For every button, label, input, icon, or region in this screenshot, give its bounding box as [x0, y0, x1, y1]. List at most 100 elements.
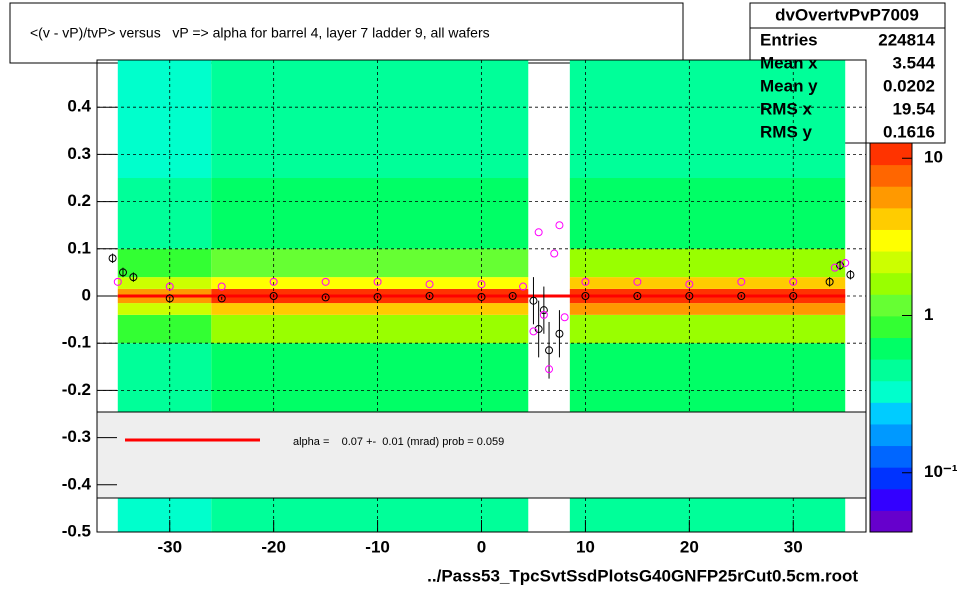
y-tick-label: 0.3: [67, 144, 91, 163]
profile-marker: [789, 277, 798, 286]
colorbar-swatch: [870, 229, 912, 252]
profile-marker: [555, 329, 564, 338]
x-tick-label: 20: [680, 537, 699, 556]
profile-marker: [545, 346, 554, 355]
profile-marker: [118, 268, 127, 277]
colorbar-swatch: [870, 423, 912, 447]
profile-marker: [581, 277, 590, 286]
profile-marker: [737, 277, 746, 286]
profile-marker: [373, 292, 382, 301]
heatmap-cell: [117, 343, 212, 414]
profile-marker: [841, 258, 850, 267]
legend-box: [96, 411, 867, 499]
profile-marker: [539, 306, 548, 315]
profile-marker: [539, 310, 548, 319]
stats-label: Entries: [760, 30, 818, 49]
x-tick-label: 10: [576, 537, 595, 556]
profile-marker: [529, 296, 538, 305]
stats-label: Mean x: [760, 53, 818, 72]
profile-marker: [534, 325, 543, 334]
colorbar-swatch: [870, 186, 912, 209]
profile-marker: [269, 277, 278, 286]
profile-marker: [560, 313, 569, 322]
heatmap-cell: [569, 60, 846, 178]
heatmap-cell: [117, 60, 212, 178]
profile-marker: [846, 270, 855, 279]
x-tick-label: -10: [365, 537, 390, 556]
y-tick-label: -0.1: [62, 333, 91, 352]
heatmap-cell: [211, 314, 529, 344]
heatmap-cell: [569, 343, 846, 414]
colorbar-swatch: [870, 272, 912, 295]
colorbar-swatch: [870, 251, 912, 274]
profile-marker: [477, 280, 486, 289]
heatmap-cell: [117, 178, 212, 249]
profile-marker: [519, 282, 528, 291]
stats-value: 224814: [878, 30, 935, 49]
colorbar-swatch: [870, 402, 912, 425]
stats-value: 19.54: [892, 99, 935, 118]
colorbar-swatch: [870, 488, 912, 511]
colorbar-swatch: [870, 467, 912, 490]
z-tick-label: 10: [924, 148, 943, 167]
heatmap-cell: [117, 277, 212, 289]
stats-label: RMS y: [760, 122, 813, 141]
profile-marker: [269, 292, 278, 300]
heatmap-cell: [211, 277, 529, 289]
heatmap-cell: [569, 303, 846, 315]
y-tick-label: 0: [82, 285, 91, 304]
y-tick-label: -0.2: [62, 380, 91, 399]
stats-label: RMS x: [760, 99, 813, 118]
y-tick-label: -0.4: [62, 474, 92, 493]
heatmap-cell: [569, 178, 846, 249]
profile-marker: [545, 365, 554, 374]
y-tick-label: 0.2: [67, 191, 91, 210]
colorbar-swatch: [870, 294, 912, 317]
profile-marker: [825, 277, 834, 286]
profile-marker: [555, 221, 564, 230]
heatmap-cell: [211, 60, 529, 178]
stats-name: dvOvertvPvP7009: [775, 5, 919, 24]
profile-marker: [633, 292, 642, 300]
profile-marker: [425, 292, 434, 300]
colorbar-swatch: [870, 143, 912, 166]
heatmap-cell: [211, 178, 529, 249]
y-tick-label: -0.3: [62, 427, 91, 446]
heatmap-cell: [569, 248, 846, 278]
stats-value: 3.544: [892, 53, 935, 72]
x-tick-label: 30: [784, 537, 803, 556]
z-tick-label: 10⁻¹: [924, 462, 958, 481]
x-tick-label: -20: [261, 537, 286, 556]
profile-marker: [737, 292, 746, 300]
colorbar-swatch: [870, 207, 912, 230]
chart-title: <(v - vP)/tvP> versus vP => alpha for ba…: [30, 25, 490, 41]
colorbar-swatch: [870, 315, 912, 338]
profile-marker: [373, 277, 382, 286]
heatmap-cell: [117, 303, 212, 315]
colorbar-swatch: [870, 445, 912, 468]
heatmap-cell: [211, 303, 529, 315]
heatmap-cell: [211, 343, 529, 414]
colorbar-frame: [869, 142, 913, 533]
colorbar-swatch: [870, 380, 912, 403]
heatmap-cell: [569, 277, 846, 289]
profile-marker: [425, 280, 434, 289]
profile-marker: [685, 292, 694, 300]
profile-marker: [108, 254, 117, 263]
profile-marker: [836, 261, 845, 270]
profile-marker: [529, 327, 538, 336]
profile-marker: [321, 293, 330, 302]
stats-label: Mean y: [760, 76, 818, 95]
profile-marker: [830, 263, 839, 272]
heatmap-cell: [211, 248, 529, 278]
profile-marker: [789, 292, 798, 300]
profile-marker: [508, 292, 517, 300]
x-tick-label: -30: [157, 537, 182, 556]
colorbar-swatch: [870, 359, 912, 382]
profile-marker: [321, 277, 330, 286]
profile-marker: [129, 273, 138, 282]
profile-marker: [165, 282, 174, 291]
heatmap-cell: [117, 314, 212, 344]
x-axis-title: ../Pass53_TpcSvtSsdPlotsG40GNFP25rCut0.5…: [427, 566, 858, 585]
